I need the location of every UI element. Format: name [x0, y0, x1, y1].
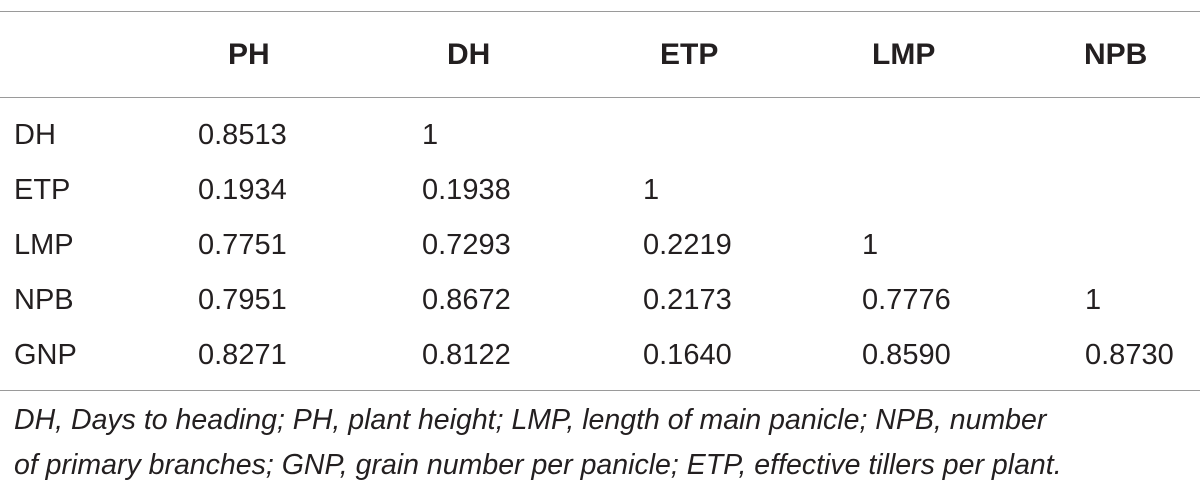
row-label: ETP: [14, 174, 71, 206]
table-cell: 1: [862, 229, 879, 261]
column-header-npb: NPB: [1084, 38, 1148, 71]
column-header-ph: PH: [228, 38, 270, 71]
table-row-lmp: LMP 0.7751 0.7293 0.2219 1: [0, 220, 1200, 275]
table-cell: 1: [422, 119, 439, 151]
footnote-line-2: of primary branches; GNP, grain number p…: [14, 449, 1062, 481]
table-footnote: DH, Days to heading; PH, plant height; L…: [14, 398, 1194, 488]
footnote-line-1: DH, Days to heading; PH, plant height; L…: [14, 404, 1047, 436]
column-header-lmp: LMP: [872, 38, 936, 71]
table-row-npb: NPB 0.7951 0.8672 0.2173 0.7776 1: [0, 275, 1200, 330]
table-cell: 0.7951: [198, 284, 287, 316]
row-label: LMP: [14, 229, 74, 261]
table-cell: 0.1934: [198, 174, 287, 206]
table-cell: 0.2219: [643, 229, 732, 261]
table-cell: 0.7293: [422, 229, 511, 261]
row-label: GNP: [14, 339, 77, 371]
table-header-rule: [0, 97, 1200, 98]
table-cell: 0.8672: [422, 284, 511, 316]
row-label: NPB: [14, 284, 74, 316]
table-top-rule: [0, 11, 1200, 12]
table-row-gnp: GNP 0.8271 0.8122 0.1640 0.8590 0.8730: [0, 330, 1200, 385]
table-body: DH 0.8513 1 ETP 0.1934 0.1938 1 LMP 0.77…: [0, 110, 1200, 385]
table-header-row: PH DH ETP LMP NPB: [0, 30, 1200, 80]
table-cell: 0.8271: [198, 339, 287, 371]
table-bottom-rule: [0, 390, 1200, 391]
table-row-dh: DH 0.8513 1: [0, 110, 1200, 165]
table-cell: 0.8513: [198, 119, 287, 151]
table-cell: 0.7751: [198, 229, 287, 261]
table-cell: 0.8122: [422, 339, 511, 371]
table-row-etp: ETP 0.1934 0.1938 1: [0, 165, 1200, 220]
table-cell: 1: [643, 174, 660, 206]
row-label: DH: [14, 119, 56, 151]
table-cell: 0.7776: [862, 284, 951, 316]
table-cell: 0.8730: [1085, 339, 1174, 371]
column-header-dh: DH: [447, 38, 491, 71]
table-cell: 0.1938: [422, 174, 511, 206]
table-cell: 0.8590: [862, 339, 951, 371]
table-cell: 1: [1085, 284, 1102, 316]
table-cell: 0.1640: [643, 339, 732, 371]
column-header-etp: ETP: [660, 38, 719, 71]
table-cell: 0.2173: [643, 284, 732, 316]
